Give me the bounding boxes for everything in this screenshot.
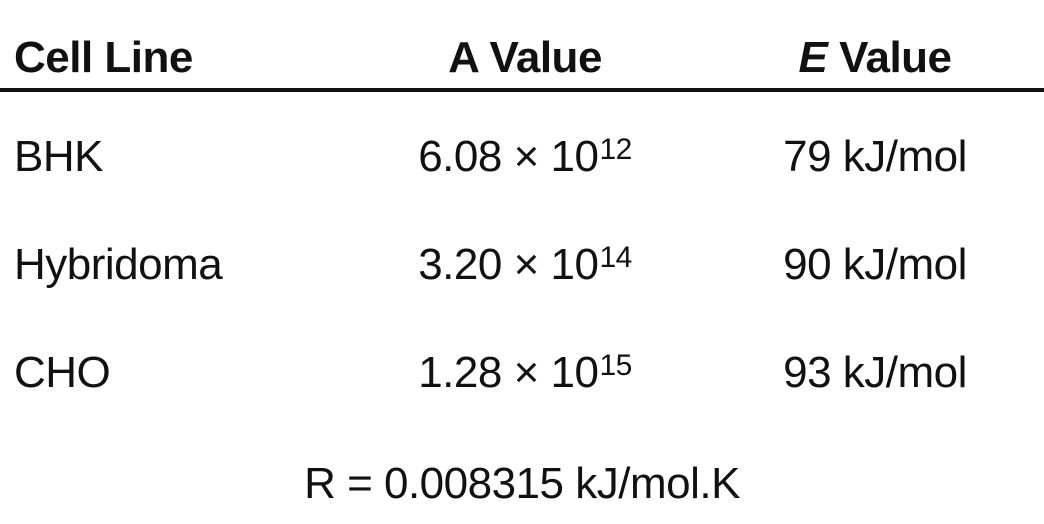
a-exponent: 12 <box>599 133 632 166</box>
a-times: × 10 <box>513 132 599 181</box>
row-a-value: 6.08 × 1012 <box>300 117 750 197</box>
a-exponent: 15 <box>599 349 632 382</box>
row-a-value: 1.28 × 1015 <box>300 333 750 413</box>
row-e-value: 90 kJ/mol <box>783 240 967 289</box>
a-times: × 10 <box>513 240 599 289</box>
a-times: × 10 <box>513 348 599 397</box>
row-cell-line: BHK <box>14 132 103 181</box>
row-cell-line: CHO <box>14 348 111 397</box>
table-header-row: Cell Line A Value E Value <box>0 18 1044 98</box>
header-divider <box>0 88 1044 92</box>
header-e-value: E Value <box>720 18 1030 98</box>
gas-constant-note: R = 0.008315 kJ/mol.K <box>304 459 740 508</box>
a-mantissa: 1.28 <box>418 348 502 397</box>
row-a-value: 3.20 × 1014 <box>300 225 750 305</box>
a-exponent: 14 <box>599 241 632 274</box>
a-mantissa: 6.08 <box>418 132 502 181</box>
table-row: BHK 6.08 × 1012 79 kJ/mol <box>0 117 1044 197</box>
a-mantissa: 3.20 <box>418 240 502 289</box>
row-e-value: 93 kJ/mol <box>783 348 967 397</box>
table-row: CHO 1.28 × 1015 93 kJ/mol <box>0 333 1044 413</box>
header-cell-line: Cell Line <box>14 33 193 82</box>
header-a-value: A Value <box>448 33 602 82</box>
header-e-value-word: Value <box>839 33 952 82</box>
table-row: Hybridoma 3.20 × 1014 90 kJ/mol <box>0 225 1044 305</box>
row-cell-line: Hybridoma <box>14 240 223 289</box>
header-e-symbol: E <box>798 33 828 82</box>
row-e-value: 79 kJ/mol <box>783 132 967 181</box>
